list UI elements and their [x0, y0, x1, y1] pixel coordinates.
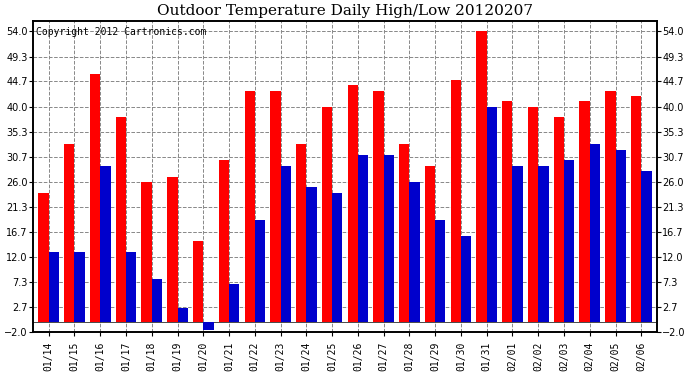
Bar	[513, 166, 523, 322]
Bar	[373, 91, 384, 322]
Bar	[64, 144, 75, 322]
Bar	[476, 32, 486, 322]
Bar	[590, 144, 600, 322]
Bar	[435, 220, 446, 322]
Bar	[90, 75, 100, 322]
Bar	[322, 107, 332, 322]
Bar	[141, 182, 152, 322]
Bar	[100, 166, 110, 322]
Bar	[425, 166, 435, 322]
Bar	[152, 279, 162, 322]
Bar	[167, 177, 177, 322]
Bar	[553, 117, 564, 322]
Bar	[358, 155, 368, 322]
Bar	[641, 171, 651, 322]
Bar	[229, 284, 239, 322]
Bar	[296, 144, 306, 322]
Bar	[281, 166, 291, 322]
Bar	[384, 155, 394, 322]
Bar	[116, 117, 126, 322]
Bar	[306, 188, 317, 322]
Bar	[49, 252, 59, 322]
Bar	[486, 107, 497, 322]
Bar	[39, 193, 49, 322]
Bar	[177, 308, 188, 322]
Bar	[270, 91, 281, 322]
Bar	[615, 150, 626, 322]
Title: Outdoor Temperature Daily High/Low 20120207: Outdoor Temperature Daily High/Low 20120…	[157, 4, 533, 18]
Bar	[75, 252, 85, 322]
Bar	[605, 91, 615, 322]
Bar	[631, 96, 641, 322]
Bar	[580, 101, 590, 322]
Bar	[332, 193, 342, 322]
Bar	[204, 322, 214, 330]
Bar	[564, 160, 574, 322]
Text: Copyright 2012 Cartronics.com: Copyright 2012 Cartronics.com	[37, 27, 207, 37]
Bar	[255, 220, 265, 322]
Bar	[538, 166, 549, 322]
Bar	[451, 80, 461, 322]
Bar	[528, 107, 538, 322]
Bar	[502, 101, 513, 322]
Bar	[244, 91, 255, 322]
Bar	[461, 236, 471, 322]
Bar	[219, 160, 229, 322]
Bar	[409, 182, 420, 322]
Bar	[126, 252, 137, 322]
Bar	[399, 144, 409, 322]
Bar	[348, 85, 358, 322]
Bar	[193, 241, 204, 322]
